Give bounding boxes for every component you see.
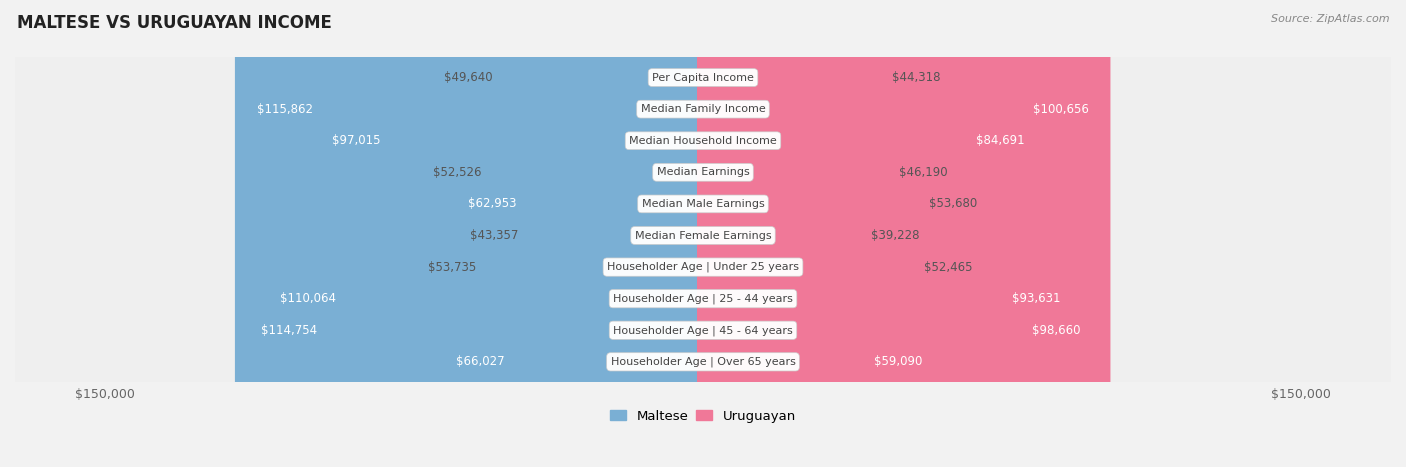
Text: $39,228: $39,228 bbox=[872, 229, 920, 242]
FancyBboxPatch shape bbox=[7, 0, 1399, 467]
Text: $93,631: $93,631 bbox=[1012, 292, 1060, 305]
FancyBboxPatch shape bbox=[259, 0, 709, 467]
Text: Householder Age | 45 - 64 years: Householder Age | 45 - 64 years bbox=[613, 325, 793, 335]
FancyBboxPatch shape bbox=[499, 0, 709, 467]
Text: $84,691: $84,691 bbox=[976, 134, 1025, 147]
Text: $100,656: $100,656 bbox=[1032, 103, 1088, 116]
Legend: Maltese, Uruguayan: Maltese, Uruguayan bbox=[605, 404, 801, 428]
Text: Median Household Income: Median Household Income bbox=[628, 136, 778, 146]
FancyBboxPatch shape bbox=[7, 0, 1399, 467]
Text: MALTESE VS URUGUAYAN INCOME: MALTESE VS URUGUAYAN INCOME bbox=[17, 14, 332, 32]
FancyBboxPatch shape bbox=[446, 0, 709, 467]
FancyBboxPatch shape bbox=[239, 0, 709, 467]
FancyBboxPatch shape bbox=[488, 0, 709, 467]
FancyBboxPatch shape bbox=[697, 0, 1111, 467]
FancyBboxPatch shape bbox=[697, 0, 918, 467]
FancyBboxPatch shape bbox=[482, 0, 709, 467]
FancyBboxPatch shape bbox=[524, 0, 709, 467]
Text: Median Female Earnings: Median Female Earnings bbox=[634, 231, 772, 241]
Text: Median Earnings: Median Earnings bbox=[657, 167, 749, 177]
Text: $53,735: $53,735 bbox=[429, 261, 477, 274]
Text: $52,526: $52,526 bbox=[433, 166, 481, 179]
FancyBboxPatch shape bbox=[7, 0, 1399, 467]
FancyBboxPatch shape bbox=[7, 0, 1399, 467]
FancyBboxPatch shape bbox=[697, 0, 886, 467]
Text: $98,660: $98,660 bbox=[1032, 324, 1081, 337]
FancyBboxPatch shape bbox=[697, 0, 945, 467]
FancyBboxPatch shape bbox=[7, 0, 1399, 467]
FancyBboxPatch shape bbox=[311, 0, 709, 467]
Text: Median Family Income: Median Family Income bbox=[641, 104, 765, 114]
Text: Householder Age | Over 65 years: Householder Age | Over 65 years bbox=[610, 357, 796, 367]
FancyBboxPatch shape bbox=[7, 0, 1399, 467]
Text: $114,754: $114,754 bbox=[262, 324, 318, 337]
Text: $46,190: $46,190 bbox=[900, 166, 948, 179]
Text: $44,318: $44,318 bbox=[891, 71, 941, 84]
Text: $49,640: $49,640 bbox=[444, 71, 494, 84]
FancyBboxPatch shape bbox=[7, 0, 1399, 467]
FancyBboxPatch shape bbox=[433, 0, 709, 467]
FancyBboxPatch shape bbox=[7, 0, 1399, 467]
Text: $62,953: $62,953 bbox=[468, 198, 516, 211]
Text: Householder Age | 25 - 44 years: Householder Age | 25 - 44 years bbox=[613, 293, 793, 304]
Text: $97,015: $97,015 bbox=[332, 134, 381, 147]
Text: $115,862: $115,862 bbox=[257, 103, 314, 116]
FancyBboxPatch shape bbox=[697, 0, 866, 467]
FancyBboxPatch shape bbox=[7, 0, 1399, 467]
Text: $110,064: $110,064 bbox=[280, 292, 336, 305]
Text: Householder Age | Under 25 years: Householder Age | Under 25 years bbox=[607, 262, 799, 272]
Text: $53,680: $53,680 bbox=[929, 198, 977, 211]
FancyBboxPatch shape bbox=[697, 0, 1083, 467]
FancyBboxPatch shape bbox=[7, 0, 1399, 467]
Text: $43,357: $43,357 bbox=[470, 229, 517, 242]
FancyBboxPatch shape bbox=[235, 0, 709, 467]
Text: $52,465: $52,465 bbox=[924, 261, 973, 274]
Text: Source: ZipAtlas.com: Source: ZipAtlas.com bbox=[1271, 14, 1389, 24]
Text: Median Male Earnings: Median Male Earnings bbox=[641, 199, 765, 209]
FancyBboxPatch shape bbox=[697, 0, 893, 467]
FancyBboxPatch shape bbox=[697, 0, 1046, 467]
FancyBboxPatch shape bbox=[697, 0, 1102, 467]
Text: $59,090: $59,090 bbox=[875, 355, 922, 368]
Text: $66,027: $66,027 bbox=[456, 355, 505, 368]
FancyBboxPatch shape bbox=[697, 0, 924, 467]
Text: Per Capita Income: Per Capita Income bbox=[652, 72, 754, 83]
